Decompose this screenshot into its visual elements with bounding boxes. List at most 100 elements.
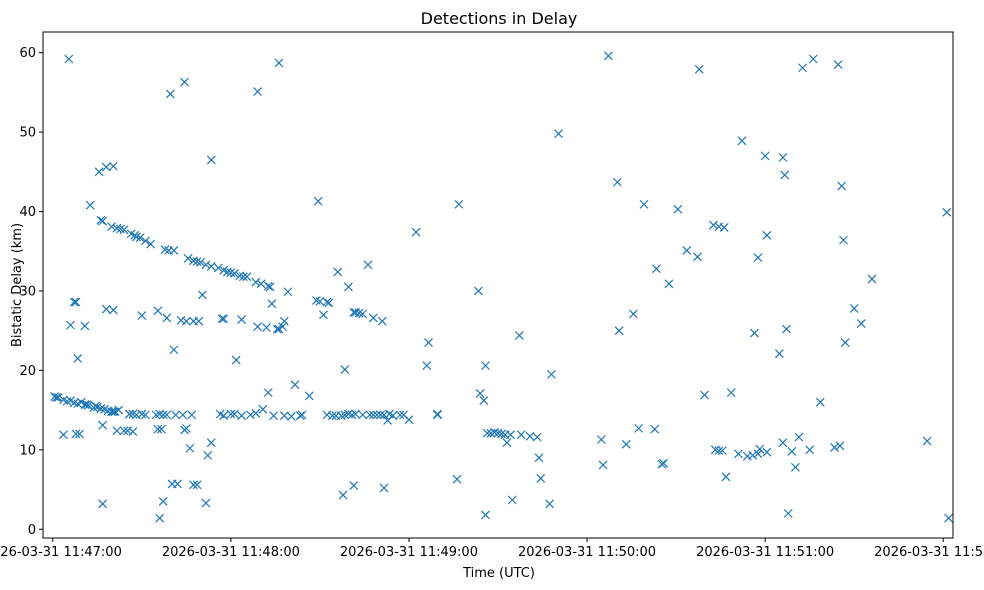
detection-point (404, 415, 414, 425)
detection-point (424, 338, 433, 348)
detection-point (132, 232, 141, 242)
detection-point (108, 407, 118, 417)
detection-point (652, 264, 661, 274)
detection-point (226, 268, 236, 278)
detection-point (514, 331, 524, 340)
detection-point (253, 322, 263, 332)
detection-point (50, 392, 59, 402)
detection-point (185, 443, 195, 453)
detection-point (340, 410, 350, 420)
detection-point (206, 261, 216, 271)
detection-point (726, 388, 736, 398)
detection-point (124, 409, 134, 419)
detection-point (338, 490, 348, 500)
detection-point (659, 458, 669, 468)
detection-point (719, 222, 729, 232)
detection-point (258, 404, 268, 414)
x-axis-label: Time (UTC) (462, 566, 535, 581)
detection-point (840, 338, 850, 348)
detection-point (135, 233, 145, 243)
detection-point (384, 409, 394, 419)
detection-point (173, 479, 182, 489)
detection-point (833, 60, 843, 69)
detection-point (596, 435, 606, 444)
detection-point (493, 428, 503, 438)
detection-point (650, 424, 660, 434)
detection-point (83, 400, 93, 410)
detection-point (473, 286, 483, 296)
detection-point (319, 310, 328, 320)
detection-point (253, 87, 263, 97)
detection-point (189, 256, 198, 266)
detection-point (657, 459, 667, 469)
detection-point (238, 272, 248, 282)
detection-point (162, 313, 172, 323)
detection-point (119, 225, 129, 235)
detection-point (351, 307, 360, 317)
detection-point (343, 409, 353, 419)
detection-point (327, 411, 337, 421)
detection-point (481, 510, 490, 520)
detection-point (128, 409, 138, 419)
y-tick-label: 60 (19, 46, 36, 61)
detection-point (830, 443, 839, 452)
detection-point (709, 220, 718, 230)
detection-point (160, 245, 170, 255)
x-tick-label: 2026-03-31 11:52:00 (874, 545, 984, 560)
detection-point (790, 462, 800, 472)
detection-point (358, 309, 368, 319)
detection-point (157, 424, 166, 434)
detection-point (262, 323, 271, 332)
detection-point (547, 369, 556, 379)
chart-title: Detections in Delay (421, 9, 578, 28)
detection-point (481, 361, 490, 371)
detection-point (287, 412, 296, 421)
detection-point (475, 389, 485, 398)
detection-point (128, 427, 138, 436)
detection-point (479, 396, 489, 406)
detection-point (82, 400, 92, 409)
detection-point (780, 170, 790, 180)
detection-point (774, 349, 784, 359)
detection-point (165, 89, 175, 99)
data-points (50, 51, 953, 523)
detection-point (51, 392, 61, 402)
detection-point (194, 316, 204, 326)
detection-point (171, 410, 181, 420)
detection-point (237, 315, 246, 324)
detection-point (372, 410, 382, 420)
detection-point (183, 253, 193, 263)
detection-point (673, 204, 683, 214)
detection-point (783, 508, 793, 518)
detection-point (778, 438, 788, 448)
detection-point (140, 410, 150, 420)
detection-point (554, 129, 563, 139)
detection-point (263, 388, 273, 398)
detection-point (137, 409, 147, 419)
detection-point (340, 365, 350, 375)
detection-point (64, 54, 74, 64)
detection-point (189, 480, 198, 490)
detection-point (290, 380, 300, 390)
detection-point (108, 305, 118, 315)
detection-point (192, 257, 202, 266)
detection-point (272, 324, 282, 334)
detection-point (639, 199, 649, 209)
detection-point (279, 316, 289, 326)
detection-point (849, 304, 859, 313)
x-tick-label: 2026-03-31 11:50:00 (518, 545, 656, 560)
detection-point (62, 396, 72, 406)
detection-point (107, 407, 116, 417)
detection-point (664, 279, 674, 289)
detection-point (721, 472, 731, 482)
detection-point (201, 498, 211, 508)
y-tick-label: 10 (19, 443, 36, 458)
detection-point (80, 321, 90, 331)
detection-point (693, 252, 702, 262)
detection-point (490, 427, 499, 437)
plot-frame (42, 31, 954, 539)
detection-point (782, 324, 791, 334)
detection-point (621, 439, 631, 449)
detection-point (534, 453, 544, 463)
